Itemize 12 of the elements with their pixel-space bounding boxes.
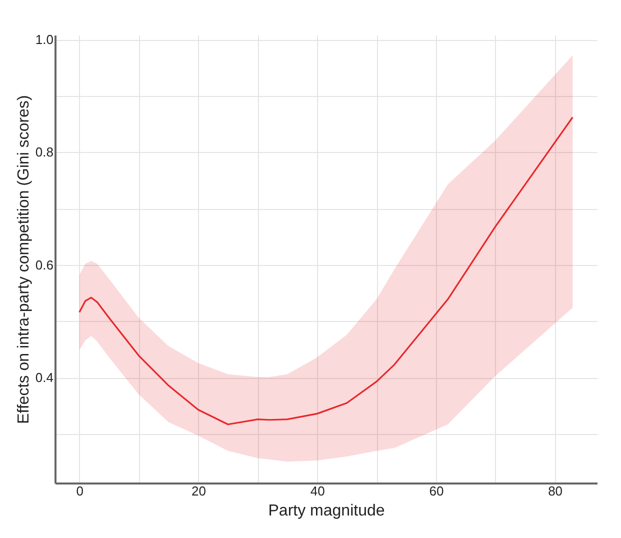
x-tick-label: 40 bbox=[310, 484, 325, 498]
y-tick-label: 0.4 bbox=[35, 370, 54, 386]
x-axis-title: Party magnitude bbox=[268, 502, 385, 520]
y-tick-label: 0.6 bbox=[35, 257, 54, 272]
x-tick-label: 20 bbox=[191, 484, 206, 498]
x-tick-label: 0 bbox=[76, 484, 84, 498]
x-tick-label: 60 bbox=[429, 484, 444, 498]
y-tick-label: 0.8 bbox=[35, 144, 54, 160]
y-tick-label: 1.0 bbox=[35, 32, 54, 48]
y-axis-title: Effects on intra-party competition (Gini scores) bbox=[15, 95, 32, 424]
x-tick-label: 80 bbox=[548, 484, 563, 498]
line-series bbox=[78, 116, 574, 426]
